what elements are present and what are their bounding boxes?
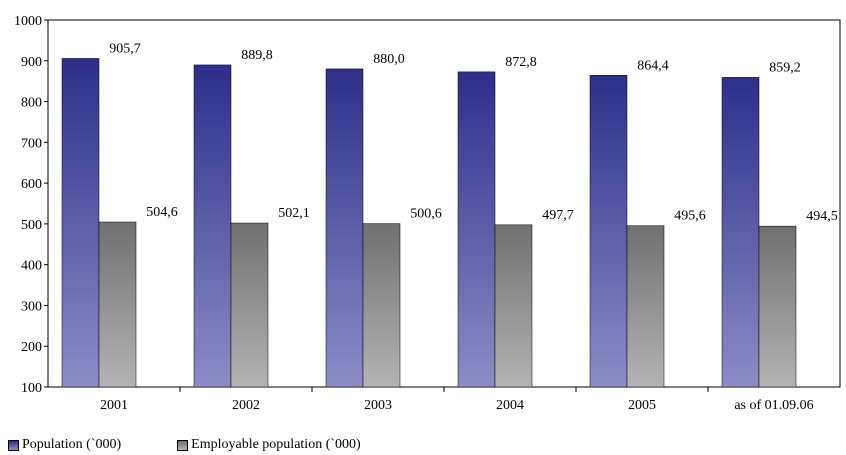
bar-employable	[230, 222, 269, 388]
legend-item-employable: Employable population (`000)	[177, 437, 361, 453]
bar-population	[589, 75, 628, 388]
bar-population	[325, 68, 364, 388]
plot-area: 100 200 300 400 500 600 700 800 900 1000 905,7 504,…	[14, 14, 841, 413]
bar-employable	[758, 225, 797, 388]
x-tick-label: 2005	[628, 398, 656, 413]
plot-frame	[47, 19, 841, 388]
bar-employable	[98, 221, 137, 388]
data-label-population: 859,2	[769, 60, 801, 75]
data-label-population: 872,8	[505, 55, 537, 70]
y-tick-label: 900	[21, 55, 42, 70]
x-tick-label: 2001	[100, 398, 128, 413]
data-label-employable: 500,6	[410, 207, 442, 222]
data-label-population: 889,8	[241, 48, 273, 63]
legend-swatch-employable	[177, 439, 189, 451]
data-label-population: 880,0	[373, 52, 405, 67]
legend-label-employable: Employable population (`000)	[191, 437, 361, 452]
y-tick-label: 500	[21, 218, 42, 233]
y-tick-label: 700	[21, 136, 42, 151]
data-label-employable: 504,6	[146, 205, 178, 220]
y-tick-label: 100	[21, 381, 42, 396]
bar-employable	[626, 225, 665, 388]
data-label-employable: 497,7	[542, 208, 574, 223]
y-tick-label: 200	[21, 340, 42, 355]
bar-employable	[362, 223, 401, 388]
data-label-population: 905,7	[109, 41, 141, 56]
x-tick-label: as of 01.09.06	[734, 398, 813, 413]
bar-population	[457, 71, 496, 388]
legend: Population (`000) Employable population …	[8, 436, 417, 454]
bar-population	[193, 64, 232, 388]
data-label-employable: 502,1	[278, 206, 310, 221]
bar-employable	[494, 224, 533, 388]
data-label-employable: 495,6	[674, 209, 706, 224]
bar-population	[61, 58, 100, 388]
legend-label-population: Population (`000)	[22, 437, 122, 452]
x-tick-label: 2003	[364, 398, 392, 413]
y-tick-label: 300	[21, 299, 42, 314]
legend-item-population: Population (`000)	[8, 437, 121, 453]
y-tick-label: 1000	[14, 14, 42, 29]
data-label-population: 864,4	[637, 58, 669, 73]
x-tick-label: 2002	[232, 398, 260, 413]
data-label-employable: 494,5	[806, 209, 838, 224]
y-tick-label: 400	[21, 259, 42, 274]
y-tick-label: 600	[21, 177, 42, 192]
y-tick-label: 800	[21, 96, 42, 111]
x-tick-label: 2004	[496, 398, 524, 413]
bar-population	[721, 77, 760, 388]
legend-swatch-population	[8, 439, 19, 451]
